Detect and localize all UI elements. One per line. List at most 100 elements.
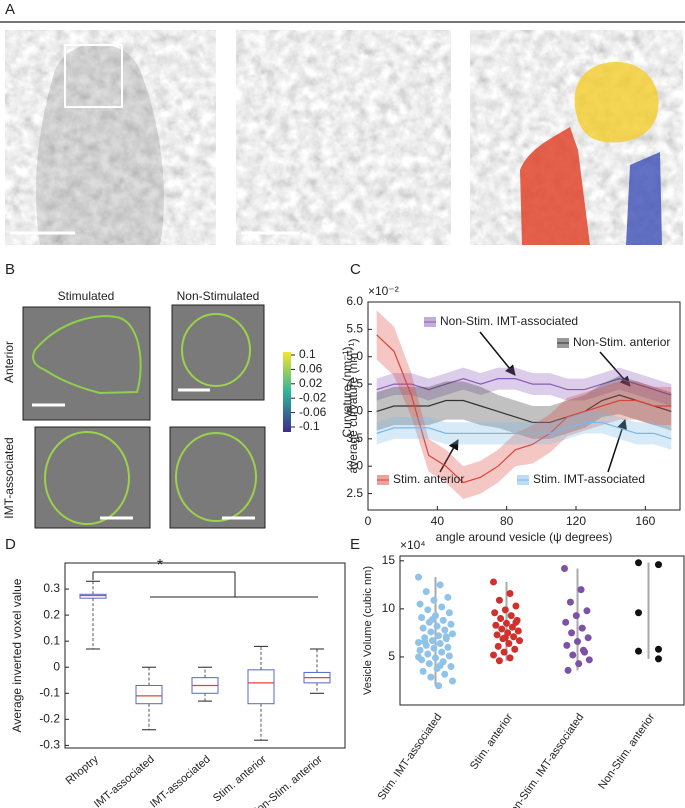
segment-rhoptry	[520, 127, 590, 245]
data-point	[635, 559, 642, 567]
outline	[44, 431, 130, 525]
data-point	[584, 634, 592, 642]
data-point	[419, 624, 427, 632]
data-point	[507, 612, 515, 620]
data-point	[566, 598, 574, 606]
data-point	[436, 581, 444, 589]
panel-label: A	[5, 1, 15, 18]
y-multiplier: ×10⁴	[400, 538, 426, 552]
y-tick-label: 0.1	[43, 633, 60, 647]
x-tick-label: Non-Stim. anterior	[596, 711, 657, 791]
y-tick-label: -0.1	[39, 685, 60, 699]
panel-label: E	[350, 536, 360, 553]
y-tick-label: 3.0	[346, 458, 363, 472]
outline	[181, 313, 251, 387]
data-point	[581, 648, 589, 656]
colorbar	[283, 352, 291, 432]
box	[247, 669, 275, 705]
curvature-map	[22, 306, 151, 421]
data-point	[564, 666, 572, 674]
x-tick-label: Non-Stim. IMT-associated	[504, 712, 586, 808]
legend-label: Non-Stim. IMT-associated	[440, 314, 578, 328]
data-point	[430, 596, 438, 604]
colorbar-label: Curvature (nm⁻¹)	[340, 346, 354, 437]
series-line	[376, 394, 672, 424]
colorbar-tick-label: 0.02	[299, 376, 323, 390]
x-tick-label: 80	[500, 514, 514, 528]
data-point	[436, 639, 444, 647]
outline	[32, 315, 142, 395]
data-point	[563, 641, 571, 649]
data-point	[508, 623, 516, 631]
box	[79, 593, 107, 599]
data-point	[503, 619, 510, 627]
data-point	[418, 614, 426, 622]
arrow	[439, 439, 459, 473]
series-line	[376, 334, 672, 484]
data-point	[578, 624, 586, 632]
data-point	[569, 651, 577, 659]
colorbar-tick-label: -0.02	[299, 390, 327, 404]
y-tick-label: 15	[382, 553, 396, 567]
data-point	[427, 628, 435, 636]
data-point	[500, 648, 508, 656]
x-tick-label: 160	[635, 514, 655, 528]
row-label: Anterior	[2, 341, 16, 383]
data-point	[449, 630, 456, 638]
panel-label: B	[5, 261, 15, 278]
data-point	[432, 654, 439, 662]
data-point	[436, 662, 444, 670]
data-point	[575, 660, 583, 668]
x-tick-label: Stim. IMT-associated	[376, 712, 445, 803]
data-point	[428, 615, 436, 623]
data-point	[505, 639, 513, 647]
data-point	[424, 650, 432, 658]
data-point	[495, 596, 503, 604]
data-point	[494, 642, 502, 650]
column-label: Stimulated	[58, 289, 115, 303]
data-point	[568, 629, 576, 637]
y-tick-label: 10	[382, 601, 396, 615]
data-point	[438, 648, 446, 656]
x-tick-label: 0	[365, 514, 372, 528]
y-tick-label: 3.5	[346, 431, 363, 445]
legend-label: Non-Stim. anterior	[573, 335, 670, 349]
data-point	[514, 627, 522, 635]
y-tick-label: 4.5	[346, 376, 363, 390]
panel-a-images	[5, 30, 683, 245]
legend-label: Stim. anterior	[393, 472, 464, 486]
data-point	[512, 602, 520, 610]
data-point	[493, 631, 501, 639]
data-point	[501, 634, 509, 642]
data-point	[419, 667, 427, 675]
y-tick-label: 5.0	[346, 349, 363, 363]
y-multiplier: ×10⁻²	[368, 284, 399, 298]
colorbar-tick-label: 0.06	[299, 362, 323, 376]
y-tick-label: 5.5	[346, 322, 363, 336]
data-point	[497, 614, 505, 622]
data-point	[441, 626, 449, 634]
data-point	[449, 677, 456, 685]
data-point	[655, 645, 662, 653]
tomogram-overview	[5, 30, 216, 245]
plot-frame	[399, 555, 685, 706]
y-tick-label: 2.5	[346, 486, 363, 500]
y-axis-label: Average inverted voxel value	[10, 578, 24, 732]
arrow	[479, 331, 516, 376]
panel-label: C	[350, 261, 361, 278]
plot-frame	[367, 301, 681, 511]
data-point	[425, 660, 433, 668]
data-point	[635, 609, 642, 617]
data-point	[415, 573, 422, 581]
data-point	[583, 607, 591, 615]
data-point	[447, 620, 455, 628]
y-tick-label: 6.0	[346, 294, 363, 308]
x-axis-label: angle around vesicle (ψ degrees)	[436, 530, 613, 544]
error-band	[376, 310, 672, 500]
y-axis-label: Vesicle Volume (cubic nm)	[362, 566, 374, 695]
data-point	[444, 643, 452, 651]
data-point	[506, 654, 514, 662]
panel-label: D	[5, 536, 16, 553]
data-point	[427, 673, 435, 681]
error-band	[376, 375, 672, 439]
